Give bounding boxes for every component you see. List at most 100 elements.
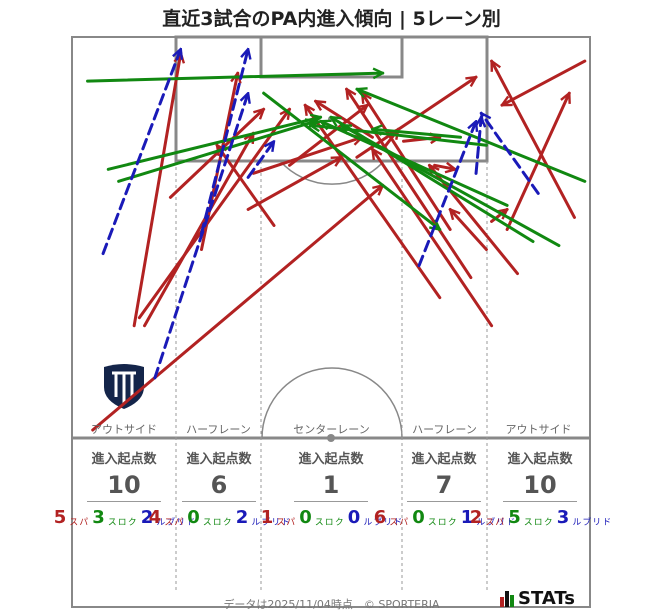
- cross-count-label: クロス: [521, 516, 552, 526]
- brand-mark-icon: [500, 590, 514, 607]
- dribble-count-value: 0: [347, 507, 361, 528]
- cross-count-value: 3: [92, 507, 105, 528]
- brand-logo: STATs: [500, 588, 575, 609]
- center-spot: [327, 434, 335, 442]
- lane-panel-outside-left: 進入起点数 10 5 パス 3 クロス 2 ドリブル: [54, 448, 195, 528]
- pass-arrow-23: [132, 53, 181, 328]
- lane-panel-halfspace-left: 進入起点数 6 4 パス 0 クロス 2 ドリブル: [149, 448, 290, 528]
- cross-count: 5 クロス: [508, 508, 552, 528]
- chart-title: 直近3試合のPA内進入傾向 | 5レーン別: [162, 8, 501, 30]
- panel-title: 進入起点数: [186, 452, 252, 467]
- lane-panel-center: 進入起点数 1 1 パス 0 クロス 0 ドリブル: [261, 448, 402, 528]
- cross-arrow-9: [310, 125, 488, 147]
- center-circle-arc: [261, 367, 403, 439]
- cross-count-value: 0: [187, 507, 200, 528]
- entry-arrows: [86, 49, 587, 432]
- panel-title: 進入起点数: [298, 452, 364, 467]
- cross-count: 0 クロス: [412, 508, 456, 528]
- cross-count-value: 0: [299, 507, 312, 528]
- pass-count-value: 4: [148, 507, 162, 528]
- cross-arrow-4: [262, 91, 440, 229]
- lane-label-halfspace-right: ハーフレーン: [412, 423, 477, 436]
- entry-total: 10: [87, 471, 161, 502]
- cross-count-label: クロス: [425, 516, 456, 526]
- pass-count-label: パス: [274, 516, 295, 526]
- dribble-arrow-7: [481, 113, 540, 195]
- lane-panel-outside-right: 進入起点数 10 2 パス 5 クロス 3 ドリブル: [470, 448, 611, 528]
- cross-arrow-10: [372, 129, 462, 139]
- pass-arrow-7: [251, 137, 362, 175]
- pass-arrow-3: [143, 133, 255, 328]
- pass-arrow-25: [433, 165, 456, 169]
- pass-count-label: パス: [387, 516, 408, 526]
- dribble-count-label: ドリブル: [570, 516, 611, 526]
- pass-count-value: 5: [53, 507, 67, 528]
- data-source-footer: データは2025/11/04時点 © SPORTERIA: [223, 598, 440, 611]
- breakdown-row: 1 パス 0 クロス 0 ドリブル: [261, 508, 402, 528]
- dribble-count: 3 ドリブル: [557, 508, 611, 528]
- dribble-arrow-3: [200, 49, 249, 235]
- cross-count-label: クロス: [312, 516, 343, 526]
- dribble-count-label: ドリブル: [361, 516, 402, 526]
- cross-count-label: クロス: [105, 516, 136, 526]
- cross-count-value: 5: [508, 507, 521, 528]
- pass-count-value: 6: [373, 507, 387, 528]
- pass-count: 6 パス: [374, 508, 408, 528]
- lane-label-outside-right: アウトサイド: [505, 423, 572, 436]
- breakdown-row: 5 パス 3 クロス 2 ドリブル: [54, 508, 195, 528]
- cross-arrow-2: [106, 117, 320, 171]
- penalty-arc: [279, 160, 385, 185]
- goal-box: [259, 35, 404, 79]
- dribble-count: 1 ドリブル: [461, 508, 515, 528]
- lane-label-center: センターレーン: [293, 423, 370, 436]
- cross-arrow-3: [117, 121, 316, 183]
- panel-title: 進入起点数: [91, 452, 157, 467]
- dribble-count-value: 2: [140, 507, 154, 528]
- brand-name: STATs: [518, 588, 575, 609]
- dribble-arrow-6: [476, 117, 481, 175]
- dribble-count: 2 ドリブル: [141, 508, 195, 528]
- cross-arrow-1: [86, 73, 385, 83]
- breakdown-row: 4 パス 0 クロス 2 ドリブル: [149, 508, 290, 528]
- lane-label-outside-left: アウトサイド: [91, 423, 157, 436]
- dribble-count-value: 1: [460, 507, 474, 528]
- dribble-arrow-2: [153, 93, 248, 380]
- breakdown-row: 6 パス 0 クロス 1 ドリブル: [374, 508, 515, 528]
- entry-total: 7: [407, 471, 481, 502]
- dribble-count: 0 ドリブル: [348, 508, 402, 528]
- dribble-arrow-5: [417, 121, 476, 268]
- cross-arrow-8: [321, 121, 509, 207]
- dribble-count-label: ドリブル: [249, 516, 290, 526]
- team-logo: [104, 364, 144, 409]
- cross-count: 0 クロス: [299, 508, 343, 528]
- pass-arrow-16: [372, 149, 494, 328]
- pass-count-value: 1: [260, 507, 274, 528]
- panel-title: 進入起点数: [411, 452, 477, 467]
- pass-arrow-14: [305, 105, 442, 300]
- pass-arrow-1: [91, 185, 383, 432]
- pass-arrow-21: [490, 61, 576, 219]
- pass-arrow-22: [502, 59, 587, 107]
- pass-count: 2 パス: [470, 508, 504, 528]
- pass-arrow-5: [246, 155, 341, 211]
- dribble-count-value: 2: [235, 507, 249, 528]
- entry-total: 6: [182, 471, 256, 502]
- pass-count: 5 パス: [54, 508, 88, 528]
- dribble-arrow-4: [246, 141, 274, 179]
- pass-count: 1 パス: [261, 508, 295, 528]
- entry-total: 10: [503, 471, 577, 502]
- pass-count-label: パス: [162, 516, 183, 526]
- cross-count: 3 クロス: [92, 508, 136, 528]
- pass-count: 4 パス: [149, 508, 183, 528]
- cross-arrow-7: [357, 89, 587, 183]
- lane-panel-halfspace-right: 進入起点数 7 6 パス 0 クロス 1 ドリブル: [374, 448, 515, 528]
- cross-count-label: クロス: [200, 516, 231, 526]
- cross-count: 0 クロス: [187, 508, 231, 528]
- pass-count-label: パス: [483, 516, 504, 526]
- dribble-count: 2 ドリブル: [236, 508, 290, 528]
- pass-count-label: パス: [67, 516, 88, 526]
- pass-arrow-15: [345, 89, 473, 280]
- team-logo-stripes: [112, 371, 136, 403]
- pass-arrow-24: [168, 109, 263, 199]
